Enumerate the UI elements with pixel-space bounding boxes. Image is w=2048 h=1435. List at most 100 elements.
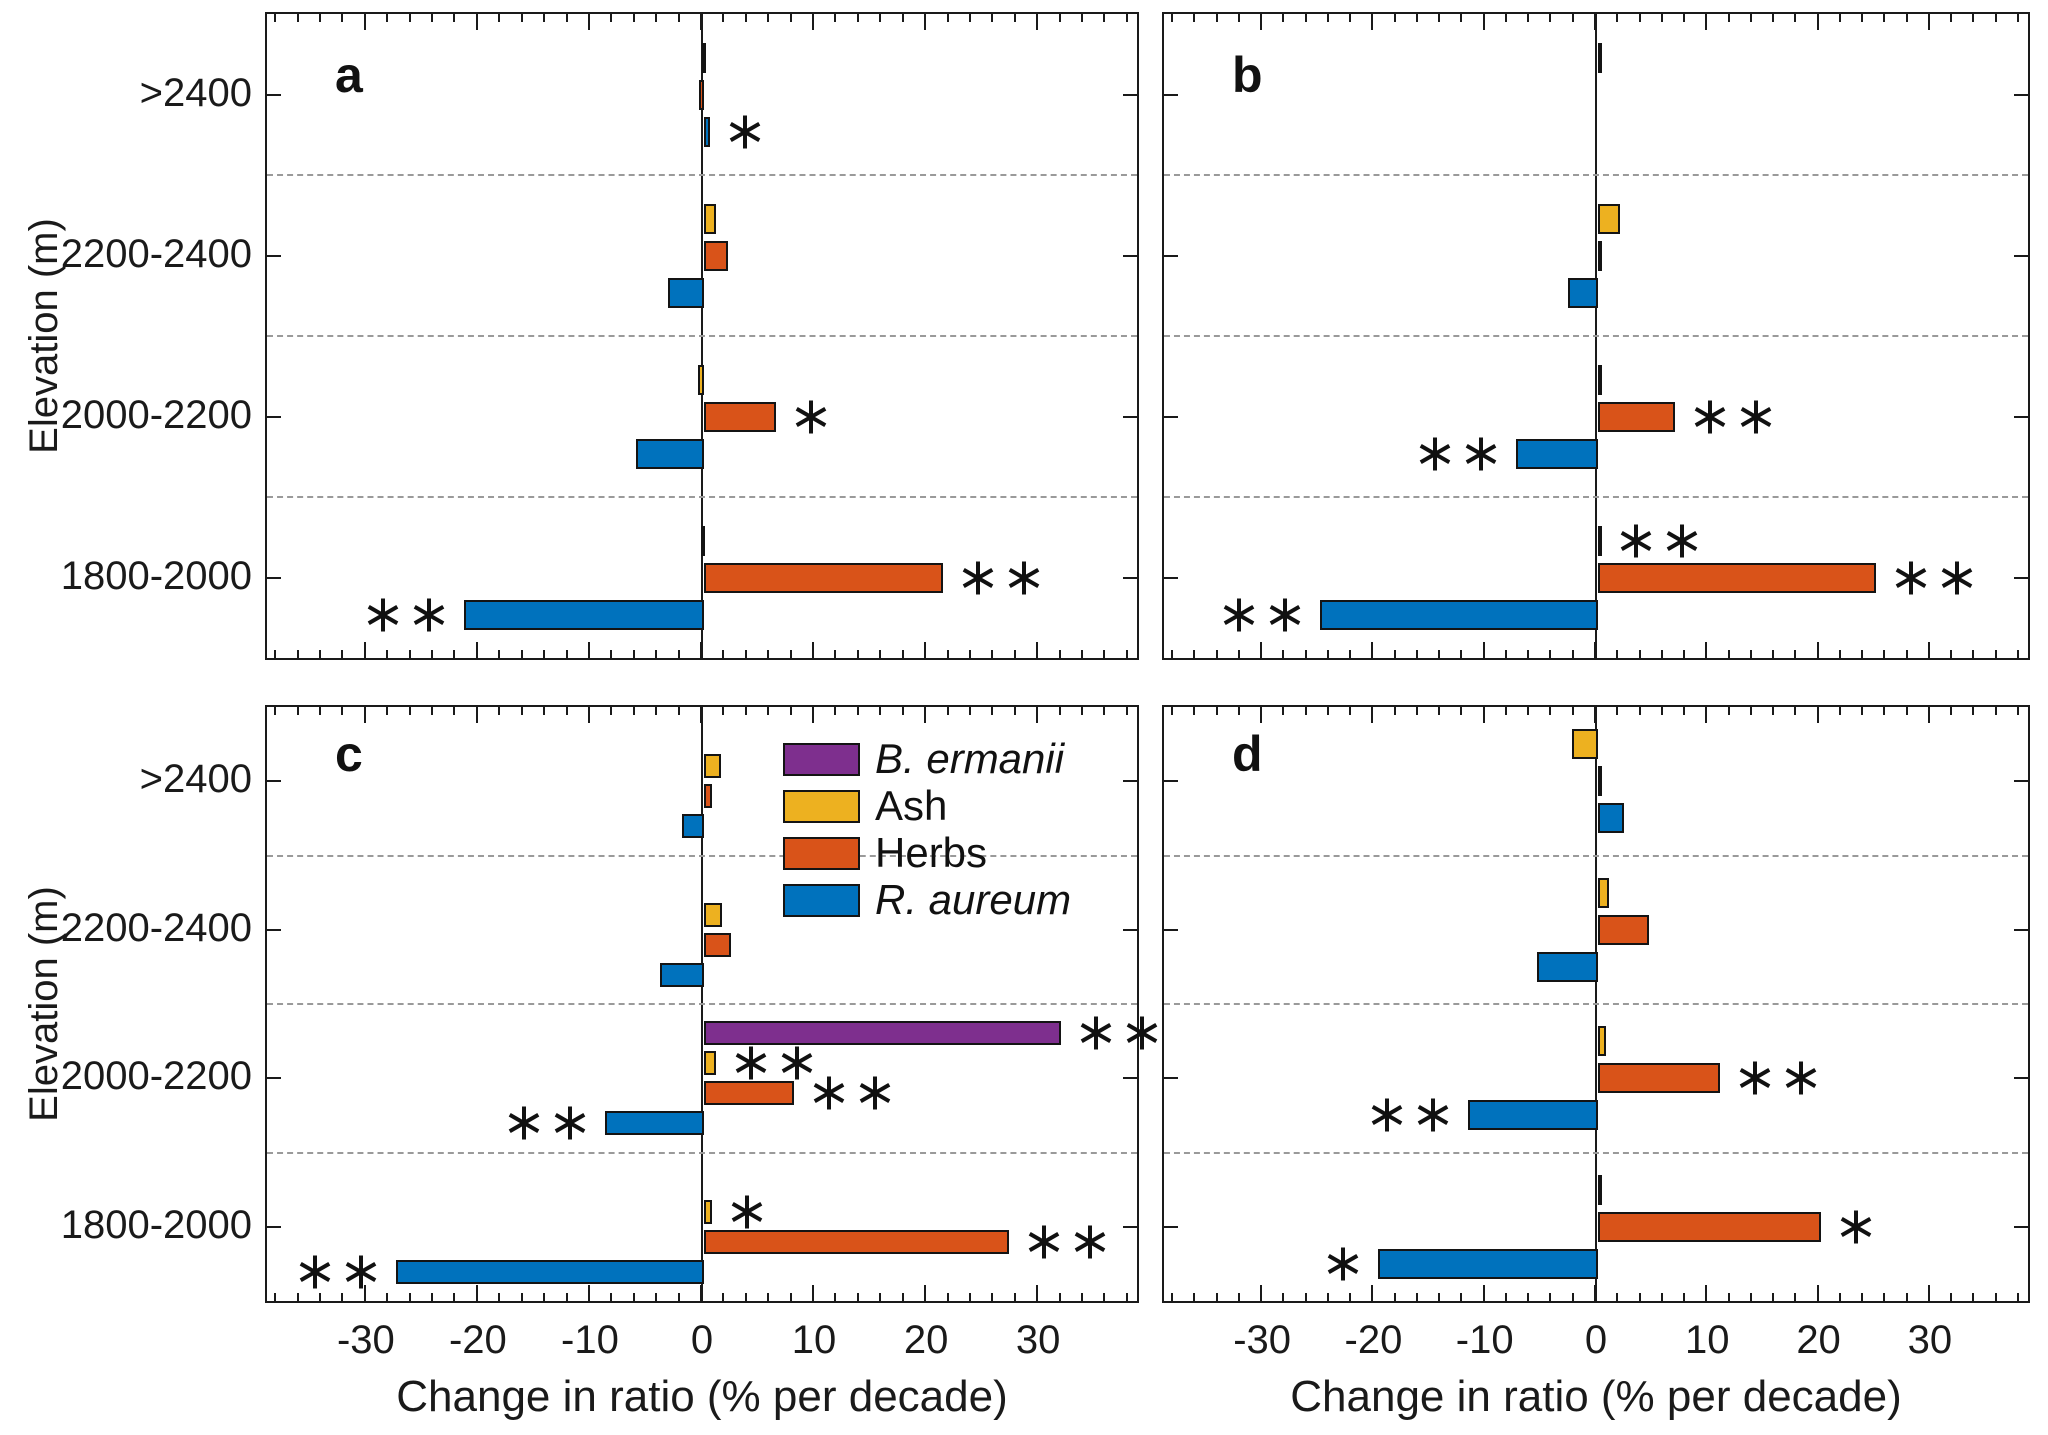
ytick-label->2400: >2400 xyxy=(139,757,252,802)
x-minor-tick xyxy=(1504,14,1507,22)
xtick-label-20: 20 xyxy=(1796,1318,1841,1362)
x-minor-tick xyxy=(1994,1293,1997,1301)
x-minor-tick xyxy=(744,1293,747,1301)
x-minor-tick xyxy=(946,1293,949,1301)
y-tick xyxy=(1123,780,1137,783)
significance-asterisk xyxy=(1739,400,1773,434)
x-minor-tick xyxy=(274,707,277,715)
x-minor-tick xyxy=(1549,650,1552,658)
x-minor-tick xyxy=(744,707,747,715)
x-minor-tick xyxy=(431,707,434,715)
x-minor-tick xyxy=(1215,14,1218,22)
x-minor-tick xyxy=(1994,707,1997,715)
x-minor-tick xyxy=(1638,1293,1641,1301)
x-minor-tick xyxy=(1215,707,1218,715)
y-tick xyxy=(267,415,281,418)
bar-c-2200-2400-Herbs xyxy=(704,932,731,957)
x-minor-tick xyxy=(1616,14,1619,22)
x-minor-tick xyxy=(1772,14,1775,22)
x-minor-tick xyxy=(543,707,546,715)
band-separator xyxy=(267,496,1137,498)
x-minor-tick xyxy=(1171,707,1174,715)
significance-asterisk xyxy=(1079,1016,1113,1050)
x-minor-tick xyxy=(1171,650,1174,658)
xtick-label--30: -30 xyxy=(1233,1318,1292,1362)
x-minor-tick xyxy=(341,707,344,715)
x-minor-tick xyxy=(879,14,882,22)
significance-asterisk xyxy=(1693,400,1727,434)
x-minor-tick xyxy=(1215,650,1218,658)
significance-asterisk xyxy=(344,1255,378,1289)
x-minor-tick xyxy=(1460,1293,1463,1301)
band-separator xyxy=(1164,335,2028,337)
ytick-label-1800-2000: 1800-2000 xyxy=(60,553,252,598)
bar-a->2400-Herbs xyxy=(698,79,704,110)
x-axis-title-right: Change in ratio (% per decade) xyxy=(1290,1372,1902,1421)
x-minor-tick xyxy=(274,14,277,22)
x-minor-tick xyxy=(319,14,322,22)
x-minor-tick xyxy=(1905,1293,1908,1301)
x-minor-tick xyxy=(1638,650,1641,658)
x-minor-tick xyxy=(767,1293,770,1301)
x-minor-tick xyxy=(901,707,904,715)
x-minor-tick xyxy=(1883,650,1886,658)
x-major-tick xyxy=(1482,707,1485,723)
x-minor-tick xyxy=(879,650,882,658)
x-minor-tick xyxy=(1972,707,1975,715)
significance-asterisk xyxy=(1784,1061,1818,1095)
x-minor-tick xyxy=(1282,1293,1285,1301)
x-minor-tick xyxy=(1103,650,1106,658)
bar-c-2000-2200-B. ermanii xyxy=(704,1021,1062,1046)
x-minor-tick xyxy=(677,650,680,658)
x-minor-tick xyxy=(1861,707,1864,715)
bar-b-2000-2200-R. aureum xyxy=(1515,438,1598,469)
x-minor-tick xyxy=(1683,14,1686,22)
x-major-tick xyxy=(1594,14,1596,30)
x-minor-tick xyxy=(632,650,635,658)
bar-b-2200-2400-Herbs xyxy=(1598,240,1603,271)
x-minor-tick xyxy=(520,1293,523,1301)
x-major-tick xyxy=(587,14,590,30)
x-minor-tick xyxy=(1080,1293,1083,1301)
x-minor-tick xyxy=(1058,1293,1061,1301)
x-major-tick xyxy=(587,642,590,658)
y-tick xyxy=(1164,93,1178,96)
x-minor-tick xyxy=(1838,1293,1841,1301)
x-minor-tick xyxy=(632,707,635,715)
x-minor-tick xyxy=(520,650,523,658)
ytick-label-2200-2400: 2200-2400 xyxy=(60,905,252,950)
x-major-tick xyxy=(924,1285,927,1301)
band-separator xyxy=(1164,174,2028,176)
legend-swatch-Herbs xyxy=(783,837,860,870)
x-major-tick xyxy=(363,14,366,30)
significance-asterisk xyxy=(794,400,828,434)
x-minor-tick xyxy=(1616,707,1619,715)
ytick-label-2000-2200: 2000-2200 xyxy=(60,1054,252,1099)
x-major-tick xyxy=(1036,707,1039,723)
x-minor-tick xyxy=(453,650,456,658)
x-minor-tick xyxy=(655,650,658,658)
x-minor-tick xyxy=(1861,1293,1864,1301)
x-minor-tick xyxy=(1171,14,1174,22)
x-minor-tick xyxy=(789,1293,792,1301)
x-minor-tick xyxy=(341,650,344,658)
bar-a-2000-2200-Herbs xyxy=(704,401,776,432)
x-minor-tick xyxy=(1393,707,1396,715)
significance-asterisk xyxy=(1268,598,1302,632)
x-minor-tick xyxy=(789,14,792,22)
x-minor-tick xyxy=(1772,707,1775,715)
significance-asterisk xyxy=(1007,561,1041,595)
bar-b-2000-2200-Herbs xyxy=(1598,401,1675,432)
x-major-tick xyxy=(1594,642,1596,658)
x-minor-tick xyxy=(1080,707,1083,715)
y-tick xyxy=(267,928,281,931)
x-minor-tick xyxy=(1013,1293,1016,1301)
x-minor-tick xyxy=(296,14,299,22)
x-minor-tick xyxy=(901,650,904,658)
x-major-tick xyxy=(475,642,478,658)
x-minor-tick xyxy=(1727,707,1730,715)
x-minor-tick xyxy=(341,1293,344,1301)
x-minor-tick xyxy=(655,1293,658,1301)
bar-b-2200-2400-R. aureum xyxy=(1567,277,1598,308)
x-minor-tick xyxy=(296,650,299,658)
